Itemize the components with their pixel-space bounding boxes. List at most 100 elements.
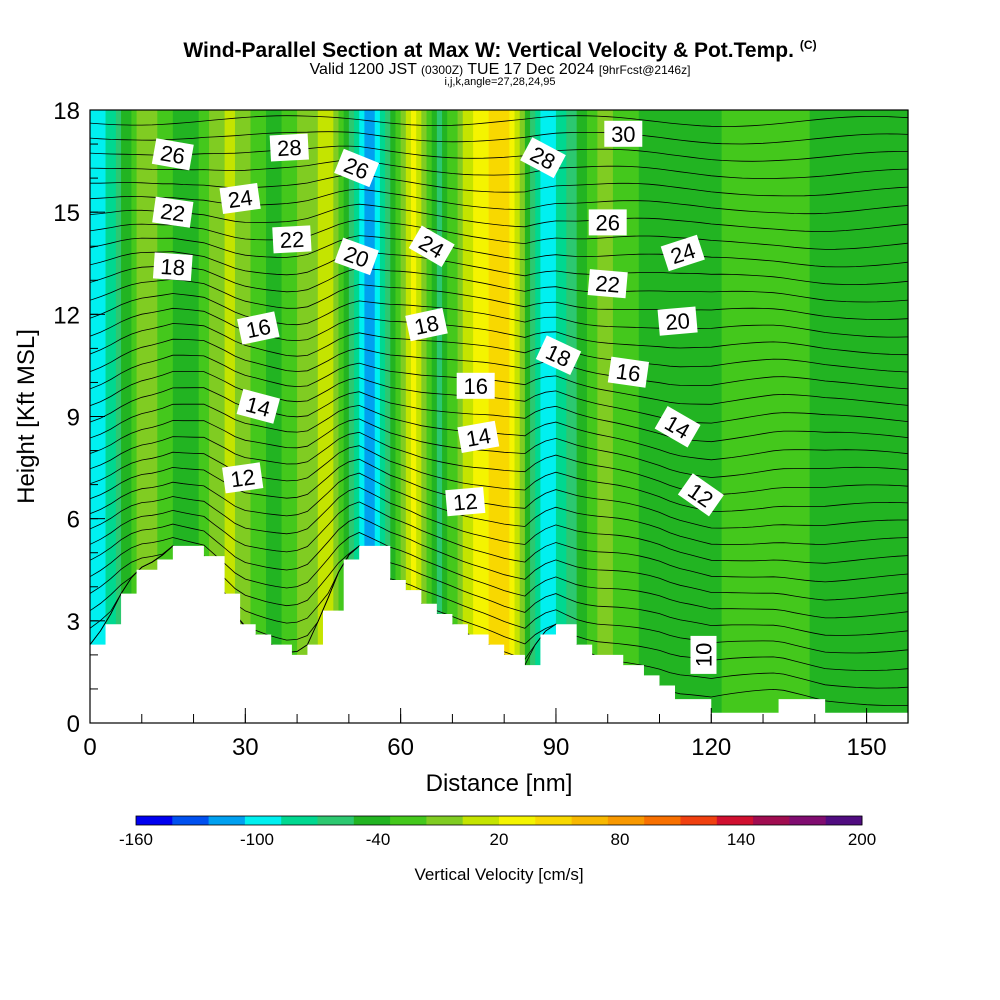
theta-contour bbox=[90, 145, 908, 162]
theta-contour bbox=[90, 431, 908, 496]
contour-label-text: 16 bbox=[614, 359, 642, 387]
velocity-cell bbox=[804, 110, 811, 723]
contour-label: 26 bbox=[588, 209, 627, 236]
x-axis-label: Distance [nm] bbox=[426, 770, 573, 797]
velocity-cell bbox=[385, 110, 391, 723]
velocity-cell bbox=[535, 110, 542, 723]
velocity-cell bbox=[566, 110, 573, 723]
theta-contour bbox=[90, 307, 908, 356]
terrain-profile bbox=[90, 545, 908, 723]
velocity-cell bbox=[333, 110, 340, 723]
velocity-cell bbox=[421, 110, 428, 723]
velocity-cell bbox=[338, 110, 345, 723]
velocity-cell bbox=[203, 110, 210, 723]
velocity-cell bbox=[602, 110, 609, 723]
velocity-cell bbox=[706, 110, 712, 723]
contour-label-text: 14 bbox=[464, 423, 492, 452]
velocity-cell bbox=[214, 110, 221, 723]
contour-label: 22 bbox=[152, 196, 194, 228]
velocity-cell bbox=[483, 110, 490, 723]
velocity-cell bbox=[126, 110, 133, 723]
velocity-cell bbox=[545, 110, 552, 723]
y-tick-label: 0 bbox=[67, 711, 80, 738]
velocity-cell bbox=[871, 110, 878, 723]
velocity-cell bbox=[876, 110, 883, 723]
velocity-cell bbox=[146, 110, 153, 723]
colorbar-swatch bbox=[680, 816, 718, 825]
colorbar-label: Vertical Velocity [cm/s] bbox=[414, 865, 583, 884]
velocity-cell bbox=[193, 110, 200, 723]
theta-contour bbox=[90, 403, 908, 461]
velocity-cell bbox=[902, 110, 909, 723]
colorbar: -160 -100 -40 20 80 140 200 Vertical Velocity [… bbox=[119, 815, 876, 884]
x-tick-label: 90 bbox=[543, 734, 570, 761]
contour-label: 30 bbox=[604, 120, 643, 147]
contour-label-box bbox=[236, 388, 281, 424]
contour-label-box bbox=[456, 372, 495, 399]
contour-label-box bbox=[588, 209, 627, 236]
theta-contour bbox=[90, 472, 908, 545]
velocity-cell bbox=[167, 110, 174, 723]
theta-contour bbox=[90, 131, 908, 145]
velocity-cell bbox=[493, 110, 500, 723]
colorbar-swatch bbox=[716, 816, 754, 825]
contour-label-box bbox=[445, 486, 486, 517]
velocity-cell bbox=[809, 110, 816, 723]
velocity-cell bbox=[364, 110, 371, 723]
colorbar-swatch bbox=[426, 816, 464, 825]
y-axis-label: Height [Kft MSL] bbox=[13, 329, 40, 504]
velocity-cell bbox=[473, 110, 479, 723]
colorbar-swatch bbox=[281, 816, 318, 825]
contour-label-box bbox=[587, 269, 628, 299]
velocity-cell bbox=[369, 110, 376, 723]
velocity-cell bbox=[183, 110, 189, 723]
velocity-cell bbox=[317, 110, 324, 723]
contour-label: 16 bbox=[607, 356, 650, 388]
velocity-cell bbox=[887, 110, 894, 723]
velocity-cell bbox=[405, 110, 412, 723]
velocity-cell bbox=[561, 110, 567, 723]
contour-label: 14 bbox=[236, 388, 281, 424]
velocity-cell bbox=[343, 110, 350, 723]
colorbar-tick-label: -100 bbox=[240, 830, 274, 849]
contour-label: 12 bbox=[222, 462, 264, 494]
contour-label: 18 bbox=[405, 307, 448, 342]
velocity-cell bbox=[623, 110, 630, 723]
contour-label: 26 bbox=[151, 138, 194, 171]
terrain bbox=[90, 545, 908, 723]
velocity-cell bbox=[576, 110, 583, 723]
velocity-cell bbox=[198, 110, 205, 723]
x-tick-label: 150 bbox=[847, 734, 887, 761]
contour-label-box bbox=[457, 420, 500, 454]
colorbar-tick-label: 200 bbox=[848, 830, 876, 849]
contour-label-box bbox=[520, 137, 566, 179]
colorbar-swatch bbox=[136, 816, 173, 825]
theta-contour bbox=[90, 278, 908, 321]
theta-contour bbox=[90, 264, 908, 303]
axes: 0 30 60 90 120 150 0 3 6 9 12 15 18 Distance [nm] Heig… bbox=[13, 98, 909, 797]
colorbar-swatch bbox=[825, 816, 863, 825]
theta-contour bbox=[90, 387, 908, 443]
velocity-cell bbox=[416, 110, 422, 723]
velocity-cell bbox=[633, 110, 640, 723]
velocity-cell bbox=[897, 110, 904, 723]
velocity-cell bbox=[835, 110, 842, 723]
velocity-cell bbox=[436, 110, 443, 723]
colorbar-swatch bbox=[353, 816, 391, 825]
velocity-cell bbox=[400, 110, 407, 723]
velocity-cell bbox=[607, 110, 614, 723]
contour-label-box bbox=[272, 225, 312, 254]
velocity-cell bbox=[110, 110, 117, 723]
theta-contour bbox=[90, 293, 908, 338]
theta-contour bbox=[90, 203, 908, 233]
velocity-cell bbox=[731, 110, 738, 723]
theta-contour bbox=[90, 159, 908, 180]
velocity-cell bbox=[462, 110, 469, 723]
velocity-cell bbox=[840, 110, 847, 723]
velocity-cell bbox=[224, 110, 231, 723]
theta-contour bbox=[90, 354, 908, 406]
theta-contour bbox=[90, 486, 908, 564]
velocity-cell bbox=[105, 110, 112, 723]
velocity-cell bbox=[390, 110, 397, 723]
